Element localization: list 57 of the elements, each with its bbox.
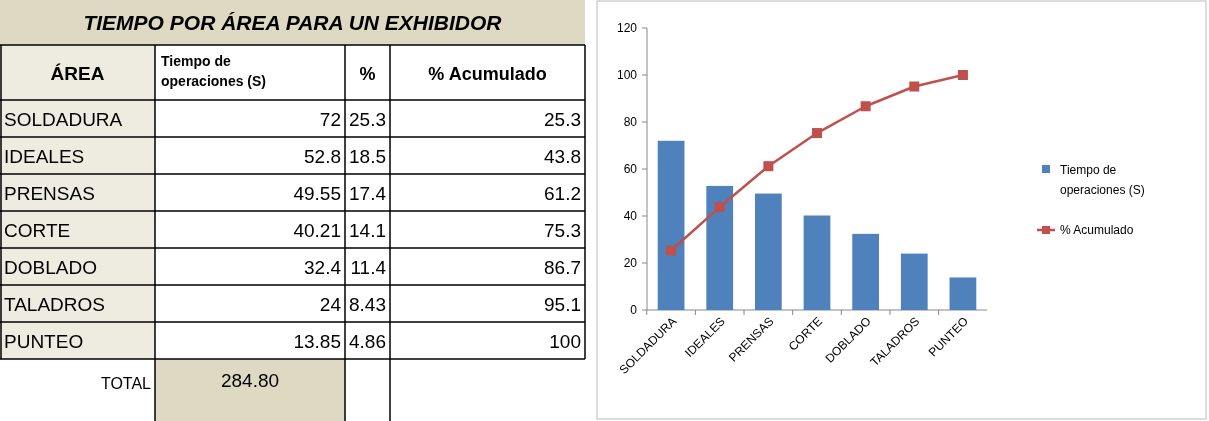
data-label: 40.21 [293, 220, 341, 241]
data-label: 52.8 [304, 146, 341, 167]
point [666, 245, 677, 256]
legend-label: Tiempo de operaciones (S) [1060, 163, 1145, 197]
bar [706, 185, 734, 310]
y-tick-label: 0 [630, 303, 638, 317]
point [860, 101, 871, 112]
data-label: 32.4 [304, 257, 342, 278]
data-label: 72 [319, 109, 341, 130]
y-tick-label: 20 [623, 256, 638, 270]
y-tick-label: 40 [623, 209, 638, 223]
point [812, 128, 822, 139]
y-tick-label: 120 [616, 21, 638, 35]
bar [754, 193, 782, 310]
bar [852, 233, 880, 310]
data-label: 8.43 [349, 294, 386, 315]
y-tick-label: 60 [623, 162, 638, 176]
bar [949, 277, 977, 310]
category-label: SOLDADURA [4, 109, 123, 130]
bar [803, 215, 831, 310]
legend-label: % Acumulado [1060, 223, 1134, 237]
data-label: 100 [549, 331, 581, 352]
text: % [359, 64, 376, 84]
y-tick-label: 100 [616, 68, 638, 82]
text: Tiempo de operaciones (S) [161, 53, 267, 89]
data-label: 4.86 [349, 331, 386, 352]
data-label: 17.4 [349, 183, 387, 204]
bar [900, 253, 928, 310]
data-label: 13.85 [293, 331, 341, 352]
data-label: 86.7 [544, 257, 581, 278]
data-label: 25.3 [349, 109, 386, 130]
bar [657, 140, 685, 310]
data-label: 14.1 [349, 220, 386, 241]
data-label: 43.8 [544, 146, 581, 167]
text: TIEMPO POR ÁREA PARA UN EXHIBIDOR [83, 11, 503, 34]
category-label: DOBLADO [4, 257, 97, 278]
text: 284.80 [220, 370, 280, 391]
category-label: PRENSAS [4, 183, 95, 204]
data-label: 24 [319, 294, 342, 315]
point [957, 70, 968, 80]
data-label: 95.1 [544, 294, 581, 315]
data-label: 25.3 [544, 109, 581, 130]
y-tick-label: 80 [623, 115, 638, 129]
data-label: 49.55 [293, 183, 341, 204]
text: ÁREA [50, 63, 105, 84]
data-label: 75.3 [544, 220, 581, 241]
point [909, 81, 920, 92]
point [763, 161, 774, 172]
category-label: CORTE [4, 220, 71, 241]
text: TOTAL [100, 375, 152, 392]
data-label: 18.5 [349, 146, 386, 167]
point [714, 202, 725, 213]
text: % Acumulado [428, 64, 547, 84]
category-label: TALADROS [4, 294, 106, 315]
category-label: IDEALES [4, 146, 85, 167]
data-label: 11.4 [350, 257, 387, 278]
data-label: 61.2 [544, 183, 581, 204]
